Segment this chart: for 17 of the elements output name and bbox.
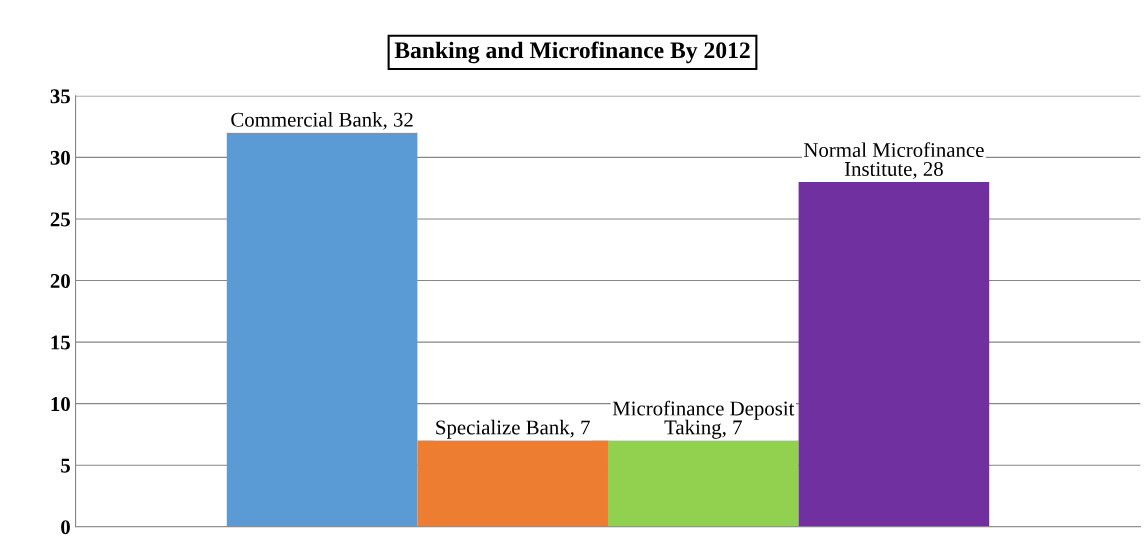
y-tick-label: 10	[51, 397, 70, 412]
data-label: Specialize Bank, 7	[436, 419, 590, 439]
y-tick-label: 5	[61, 458, 70, 473]
bar	[607, 440, 799, 527]
y-tick-label: 35	[50, 89, 70, 104]
bar	[798, 182, 990, 527]
data-label: Commercial Bank, 32	[231, 112, 413, 130]
y-tick-label: 20	[50, 273, 70, 288]
y-tick-label: 0	[61, 520, 70, 535]
chart-title: Banking and Microfinance By 2012	[394, 41, 750, 64]
data-label: Microfinance Deposit Taking, 7	[612, 400, 795, 439]
y-tick-label: 15	[51, 335, 70, 350]
y-tick-label: 30	[50, 150, 70, 165]
bar	[417, 440, 608, 527]
y-tick-label: 25	[50, 212, 70, 227]
data-label: Normal Microfinance Institute, 28	[803, 142, 984, 179]
bar	[226, 132, 418, 527]
